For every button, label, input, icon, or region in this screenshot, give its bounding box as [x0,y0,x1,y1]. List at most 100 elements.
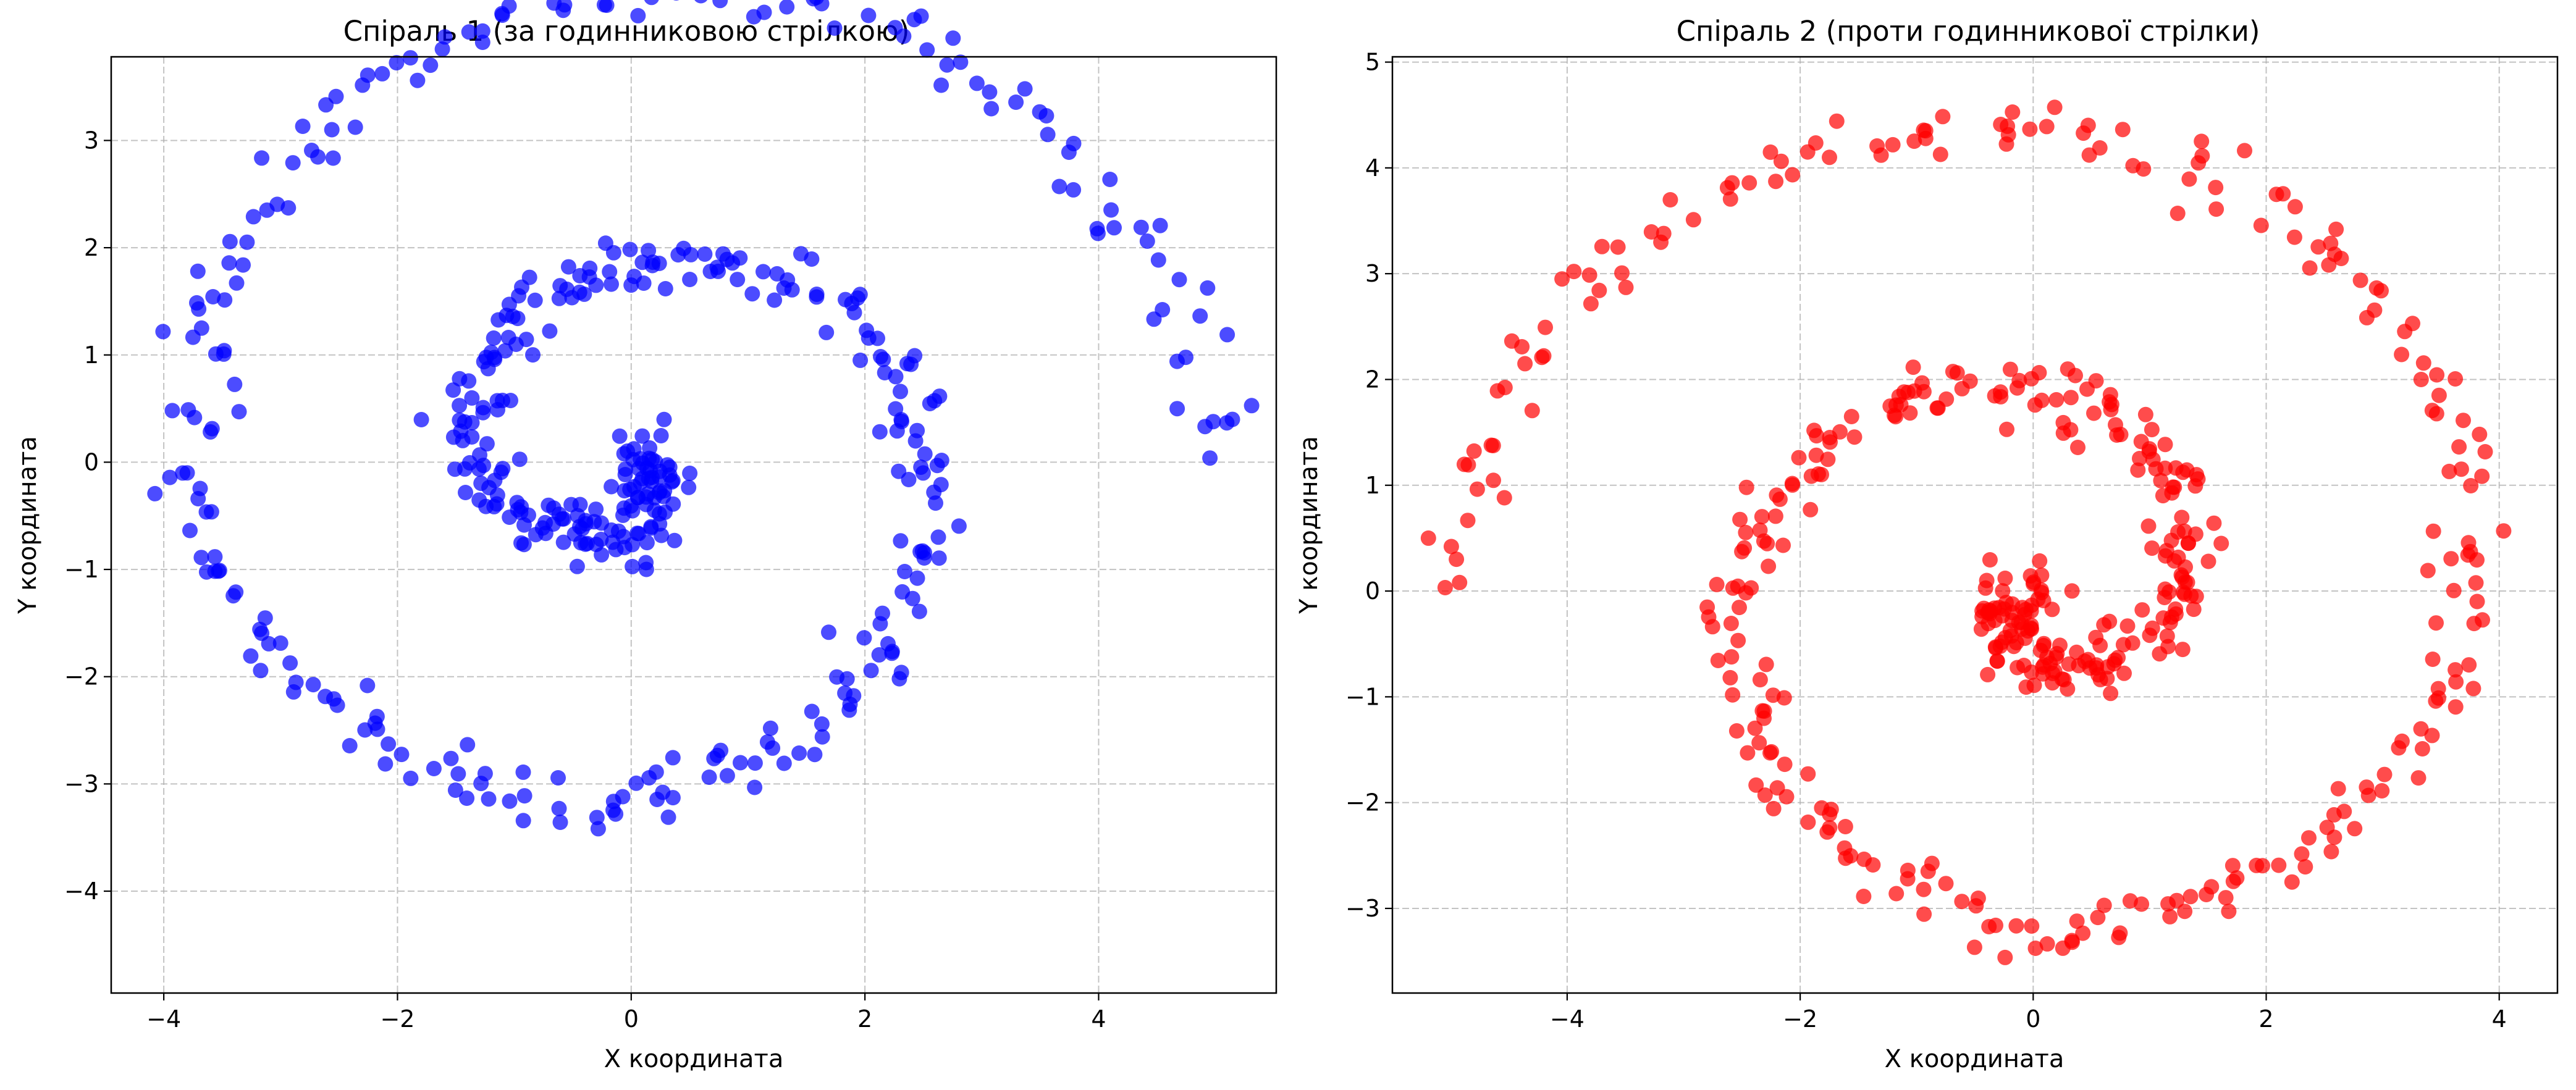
data-point [1748,777,1764,793]
data-point [2011,372,2027,388]
data-point [2443,551,2459,567]
data-point [328,88,344,104]
data-point [413,412,429,427]
data-point [939,57,955,73]
data-point [1772,491,1788,507]
data-point [394,747,410,763]
data-point [1732,511,1748,527]
data-point [1730,632,1746,648]
data-point [657,504,673,520]
data-point [1103,202,1119,218]
data-point [564,290,580,306]
data-point [2088,629,2104,645]
data-point [712,0,728,9]
data-point [927,393,943,409]
data-point [2170,524,2186,540]
data-point [1102,172,1118,187]
data-point [877,365,893,380]
data-point [983,101,1000,117]
data-point [515,813,531,829]
data-point [665,750,681,766]
data-point [1865,857,1881,873]
data-point [605,534,621,550]
data-point [502,793,518,809]
data-point [542,323,558,339]
data-point [555,2,571,19]
data-point [667,532,683,548]
data-point [762,720,778,736]
data-point [901,472,917,487]
data-point [657,281,673,296]
data-point [2034,585,2050,600]
x-tick-label: 0 [2026,1005,2040,1033]
data-point [1775,537,1791,553]
data-point [474,23,490,39]
data-point [2069,644,2084,660]
data-point [1483,437,1499,453]
y-tick-label: 3 [1365,260,1380,287]
data-point [2225,858,2241,874]
chart-1-points [147,0,1260,837]
data-point [2023,603,2039,619]
data-point [2271,857,2287,873]
data-point [1200,280,1216,296]
data-point [231,404,247,420]
data-point [605,802,621,818]
data-point [625,558,641,574]
data-point [1591,282,1607,298]
data-point [589,810,605,826]
data-point [776,280,792,296]
data-point [2284,874,2300,890]
data-point [2119,618,2136,634]
y-tick-label: −4 [64,878,99,905]
data-point [1791,450,1807,466]
data-point [1938,876,1954,892]
data-point [1773,153,1789,169]
data-point [360,67,376,83]
data-point [295,119,311,134]
chart-2-x-ticks: −4 −2 0 2 4 [1550,993,2507,1033]
data-point [1954,894,1970,910]
data-point [1924,855,1940,871]
data-point [2323,844,2339,860]
data-point [305,677,321,693]
data-point [631,461,647,477]
data-point [2213,535,2229,551]
chart-2-grid [1392,57,2557,993]
data-point [746,9,762,25]
data-point [288,674,304,690]
data-point [713,742,729,758]
data-point [872,424,888,440]
data-point [1723,616,1739,631]
data-point [604,276,619,292]
data-point [527,292,543,308]
data-point [630,7,646,23]
data-point [2453,461,2469,477]
data-point [1900,871,1916,887]
data-point [821,624,836,640]
data-point [2157,581,2173,597]
data-point [1997,570,2013,586]
data-point [1762,144,1778,160]
data-point [641,243,657,259]
data-point [2170,206,2186,221]
data-point [1761,558,1777,574]
data-point [2328,221,2344,237]
data-point [842,696,858,712]
data-point [2203,879,2220,895]
data-point [909,570,925,586]
data-point [473,476,489,492]
x-tick-label: −4 [146,1005,181,1033]
data-point [884,644,900,660]
data-point [2064,583,2080,599]
data-point [1583,296,1599,312]
data-point [588,277,604,293]
data-point [733,755,748,771]
data-point [1916,906,1932,922]
data-point [2027,941,2044,956]
data-point [304,143,319,158]
chart-2-plot-frame [1391,56,2559,994]
data-point [656,411,672,427]
x-tick-label: 2 [857,1005,872,1033]
